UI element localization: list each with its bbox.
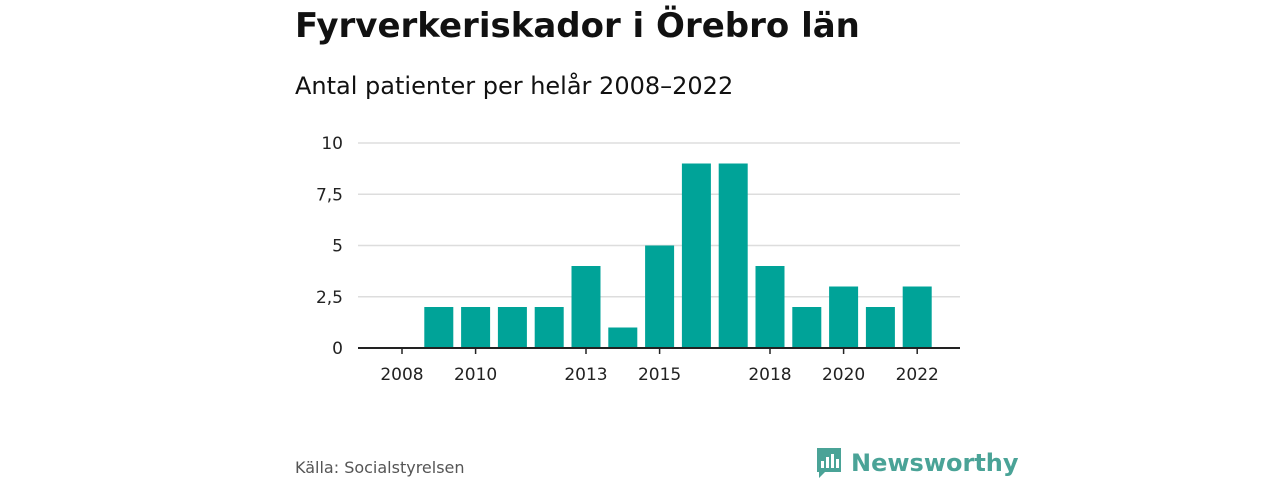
bar-2014: [608, 327, 638, 348]
newsworthy-logo-icon: [817, 448, 841, 478]
bar-2009: [424, 307, 454, 348]
brand-logo: Newsworthy: [815, 446, 1019, 480]
bar-2022: [902, 286, 932, 348]
brand-name: Newsworthy: [851, 449, 1019, 477]
source-note: Källa: Socialstyrelsen: [295, 458, 465, 477]
bars: [424, 163, 932, 348]
x-tick-label: 2015: [638, 365, 681, 385]
chart-subtitle: Antal patienter per helår 2008–2022: [295, 72, 734, 100]
y-tick-label: 5: [332, 237, 343, 257]
bar-2015: [645, 245, 675, 348]
y-tick-label: 10: [321, 134, 343, 154]
bar-2021: [865, 307, 895, 348]
chart-title: Fyrverkeriskador i Örebro län: [295, 6, 860, 46]
bar-2020: [829, 286, 859, 348]
bar-2012: [534, 307, 564, 348]
x-tick-label: 2013: [564, 365, 607, 385]
bar-2018: [755, 266, 785, 348]
bar-2019: [792, 307, 822, 348]
axes: 0 2,5 5 7,5 10 2008 2010 2013 2015 2018 2020 2022: [316, 134, 960, 385]
bar-2017: [718, 163, 748, 348]
y-tick-label: 7,5: [316, 185, 343, 205]
y-tick-label: 2,5: [316, 288, 343, 308]
x-tick-label: 2022: [896, 365, 939, 385]
bar-2010: [461, 307, 491, 348]
x-tick-label: 2020: [822, 365, 865, 385]
y-tick-label: 0: [332, 339, 343, 359]
bar-2013: [571, 266, 601, 348]
bar-2016: [681, 163, 711, 348]
bar-2011: [497, 307, 527, 348]
x-tick-label: 2010: [454, 365, 497, 385]
x-tick-label: 2008: [380, 365, 423, 385]
x-tick-label: 2018: [748, 365, 791, 385]
